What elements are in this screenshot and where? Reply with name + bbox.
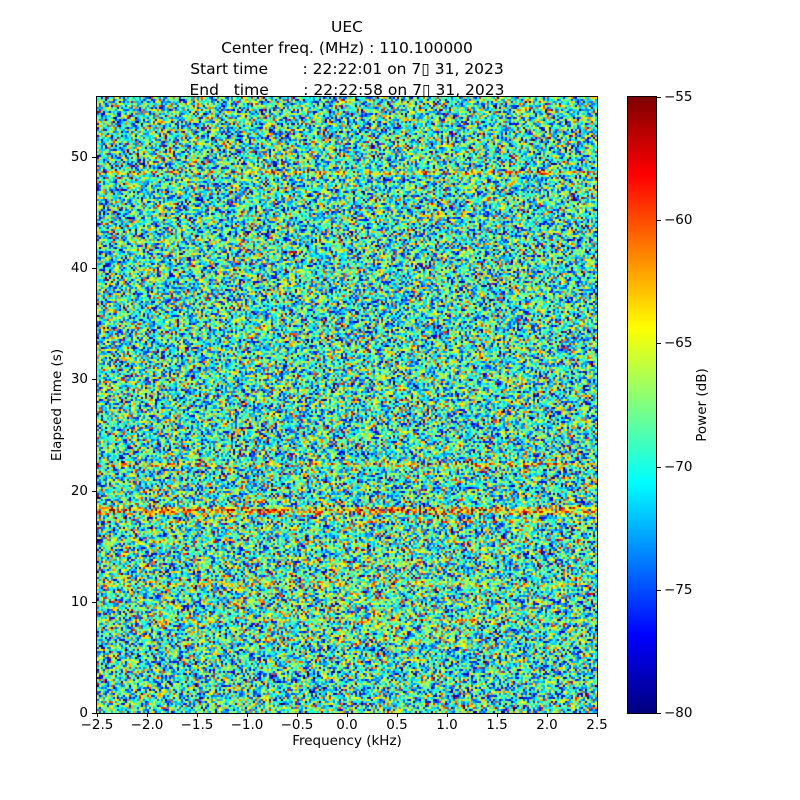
x-tick-label: 0.5 — [386, 717, 408, 733]
x-tick — [97, 713, 98, 717]
colorbar-tick-label: −55 — [664, 89, 693, 105]
y-tick-label: 40 — [70, 260, 88, 277]
x-tick — [347, 713, 348, 717]
y-tick — [92, 490, 96, 492]
y-tick-label: 50 — [70, 149, 88, 166]
y-tick — [92, 379, 96, 381]
x-axis-label: Frequency (kHz) — [292, 733, 402, 749]
x-tick — [597, 713, 598, 717]
x-tick — [397, 713, 398, 717]
title-line: End time : 22:22:58 on 7▯ 31, 2023 — [189, 81, 505, 99]
x-tick — [447, 713, 448, 717]
y-axis-label: Elapsed Time (s) — [49, 348, 65, 462]
colorbar-tick — [657, 97, 661, 98]
colorbar-tick — [657, 713, 661, 714]
colorbar-frame — [627, 96, 657, 714]
x-tick-label: 1.5 — [486, 717, 508, 733]
x-tick — [297, 713, 298, 717]
colorbar-tick-label: −65 — [664, 335, 693, 352]
colorbar-tick-label: −75 — [664, 581, 693, 598]
colorbar-tick-label: −80 — [664, 705, 693, 721]
y-tick — [92, 601, 96, 603]
chart-title-block: UEC Center freq. (MHz) : 110.100000 Start … — [97, 17, 597, 101]
x-tick-label: −1.5 — [180, 717, 214, 733]
x-tick-label: −1.0 — [230, 717, 264, 733]
x-tick-label: 0.0 — [336, 717, 358, 733]
x-tick — [147, 713, 148, 717]
title-line: Center freq. (MHz) : 110.100000 — [221, 39, 473, 57]
y-tick-label: 30 — [70, 371, 88, 388]
colorbar-tick — [657, 466, 661, 468]
colorbar-canvas — [628, 97, 656, 713]
colorbar-tick — [657, 220, 661, 222]
title-line: UEC — [331, 18, 363, 36]
x-tick — [197, 713, 198, 717]
y-tick-label: 20 — [70, 482, 88, 499]
x-tick — [497, 713, 498, 717]
colorbar-tick — [657, 589, 661, 591]
y-tick-label: 0 — [79, 705, 88, 721]
x-tick-label: −2.0 — [130, 717, 164, 733]
x-tick-label: 1.0 — [436, 717, 458, 733]
colorbar-tick-label: −60 — [664, 212, 693, 229]
x-tick-label: −2.5 — [80, 717, 114, 733]
title-line: Start time : 22:22:01 on 7▯ 31, 2023 — [190, 60, 504, 78]
x-tick-label: −0.5 — [280, 717, 314, 733]
y-tick — [92, 713, 96, 714]
x-tick — [247, 713, 248, 717]
colorbar-tick-label: −70 — [664, 458, 693, 475]
spectrogram-canvas — [97, 97, 597, 713]
x-tick-label: 2.0 — [536, 717, 558, 733]
colorbar-label: Power (dB) — [694, 368, 710, 442]
y-tick-label: 10 — [70, 593, 88, 610]
y-tick — [92, 157, 96, 159]
y-tick — [92, 268, 96, 270]
colorbar-tick — [657, 343, 661, 345]
x-tick-label: 2.5 — [586, 717, 608, 733]
x-tick — [547, 713, 548, 717]
